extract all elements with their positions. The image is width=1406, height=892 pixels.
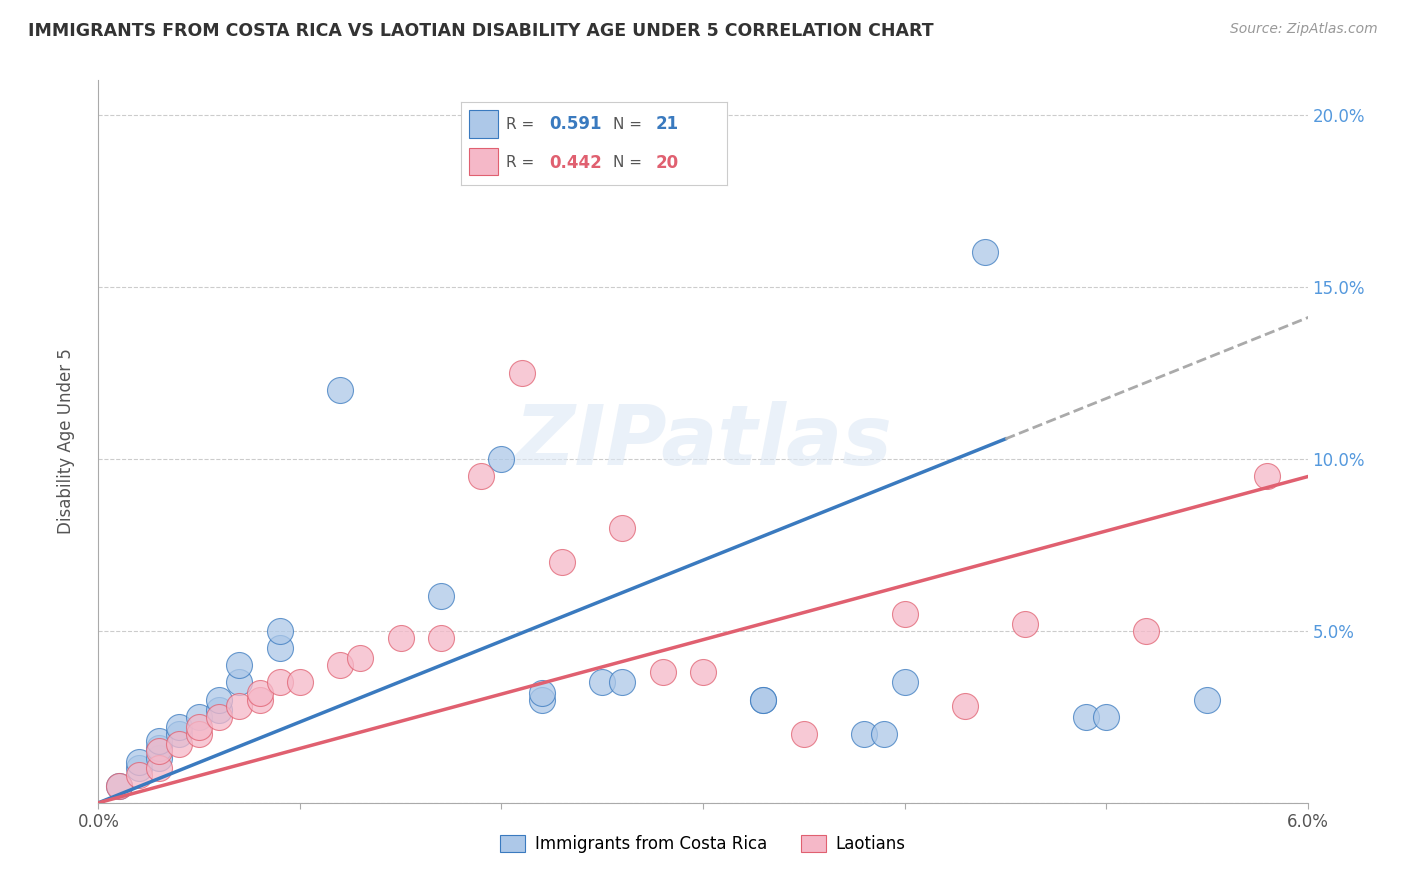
Point <box>107 779 129 793</box>
Y-axis label: Disability Age Under 5: Disability Age Under 5 <box>56 349 75 534</box>
Point <box>148 740 170 755</box>
Point <box>208 703 231 717</box>
Point <box>612 520 634 534</box>
Point <box>269 640 291 655</box>
Point <box>167 737 190 751</box>
Point <box>249 686 271 700</box>
Text: IMMIGRANTS FROM COSTA RICA VS LAOTIAN DISABILITY AGE UNDER 5 CORRELATION CHART: IMMIGRANTS FROM COSTA RICA VS LAOTIAN DI… <box>28 22 934 40</box>
Point <box>470 469 492 483</box>
Point <box>893 675 915 690</box>
Point <box>752 692 775 706</box>
Point <box>228 699 250 714</box>
Legend: Immigrants from Costa Rica, Laotians: Immigrants from Costa Rica, Laotians <box>494 828 912 860</box>
Point <box>228 675 250 690</box>
Point <box>1256 469 1278 483</box>
Point <box>349 651 371 665</box>
Point <box>1195 692 1218 706</box>
Point <box>128 768 150 782</box>
Point <box>974 245 997 260</box>
Point <box>269 675 291 690</box>
Point <box>591 675 613 690</box>
Point <box>530 686 553 700</box>
Point <box>953 699 976 714</box>
Point <box>873 727 896 741</box>
Text: Source: ZipAtlas.com: Source: ZipAtlas.com <box>1230 22 1378 37</box>
Point <box>128 761 150 775</box>
Point <box>249 692 271 706</box>
Point <box>651 665 673 679</box>
Point <box>228 658 250 673</box>
Point <box>167 720 190 734</box>
Point <box>893 607 915 621</box>
Point <box>430 631 453 645</box>
Point <box>128 755 150 769</box>
Point <box>148 744 170 758</box>
Point <box>329 658 352 673</box>
Point <box>208 710 231 724</box>
Point <box>269 624 291 638</box>
Point <box>148 761 170 775</box>
Point <box>853 727 876 741</box>
Point <box>551 555 574 569</box>
Point <box>530 692 553 706</box>
Point <box>148 734 170 748</box>
Point <box>1014 616 1036 631</box>
Point <box>430 590 453 604</box>
Text: ZIPatlas: ZIPatlas <box>515 401 891 482</box>
Point <box>389 631 412 645</box>
Point <box>1135 624 1157 638</box>
Point <box>188 710 211 724</box>
Point <box>612 675 634 690</box>
Point <box>208 692 231 706</box>
Point <box>510 366 533 380</box>
Point <box>692 665 714 679</box>
Point <box>188 727 211 741</box>
Point <box>188 720 211 734</box>
Point <box>793 727 815 741</box>
Point <box>1074 710 1097 724</box>
Point <box>752 692 775 706</box>
Point <box>491 451 513 466</box>
Point <box>1095 710 1118 724</box>
Point <box>329 383 352 397</box>
Point <box>167 727 190 741</box>
Point <box>107 779 129 793</box>
Point <box>148 751 170 765</box>
Point <box>288 675 311 690</box>
